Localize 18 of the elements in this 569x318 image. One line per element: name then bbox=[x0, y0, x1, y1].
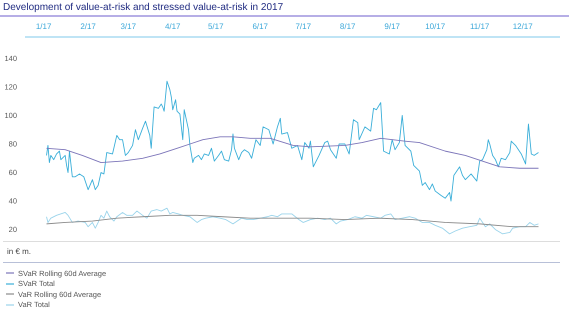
x-tick-label: 6/17 bbox=[252, 22, 269, 31]
x-tick-label: 3/17 bbox=[120, 22, 137, 31]
x-tick-label: 10/17 bbox=[425, 22, 446, 31]
x-tick-label: 9/17 bbox=[384, 22, 401, 31]
x-tick-label: 7/17 bbox=[295, 22, 312, 31]
x-tick-label: 2/17 bbox=[80, 22, 96, 31]
x-tick-label: 1/17 bbox=[36, 22, 52, 31]
line-series bbox=[46, 208, 539, 234]
line-series bbox=[46, 80, 539, 202]
x-tick-label: 11/17 bbox=[470, 22, 490, 31]
x-tick-label: 4/17 bbox=[164, 22, 182, 31]
x-tick-label: 12/17 bbox=[512, 22, 534, 31]
chart-title: Development of value-at-risk and stressed value-at-risk in 2017 bbox=[0, 0, 569, 17]
x-tick-label: 8/17 bbox=[340, 22, 356, 31]
y-axis-title: in € m. bbox=[3, 241, 560, 263]
x-tick-label: 5/17 bbox=[208, 22, 224, 31]
line-series bbox=[46, 136, 539, 169]
line-series bbox=[46, 214, 539, 228]
